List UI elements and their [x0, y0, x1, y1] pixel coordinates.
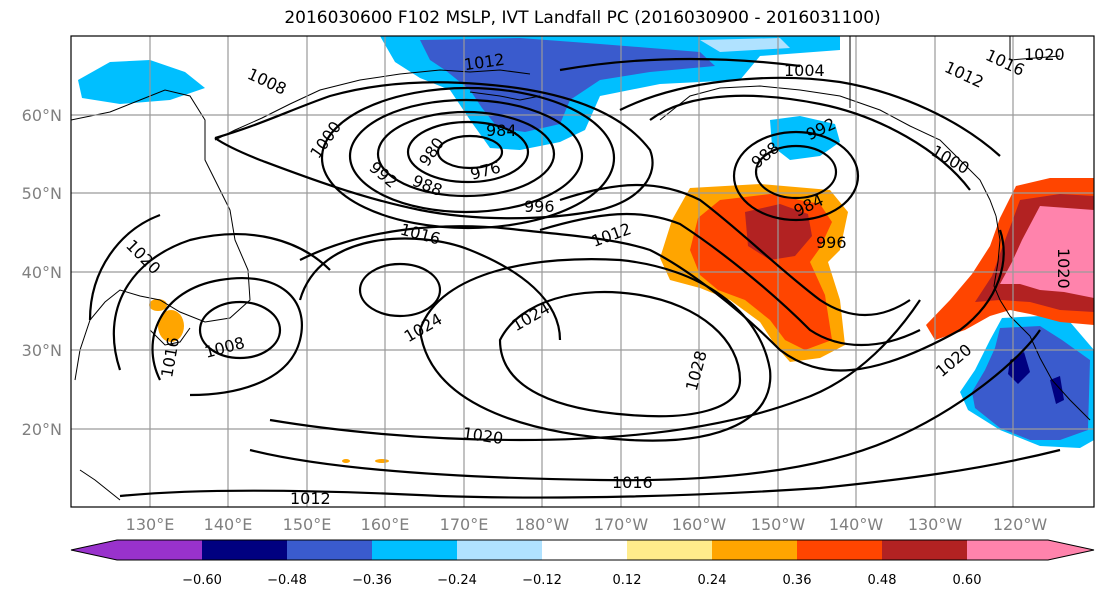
colorbar-tick-label: 0.12	[613, 573, 642, 588]
lat-tick-label: 20°N	[22, 420, 62, 439]
lon-tick-label: 140°E	[204, 515, 253, 534]
colorbar-seg-1	[202, 540, 287, 560]
lon-tick-label: 160°W	[672, 515, 727, 534]
graticule	[71, 36, 1094, 507]
map-area: 1020 1016 1012 1012 1004 1008 1000 984 9…	[71, 36, 1094, 508]
lon-tick-label: 170°E	[440, 515, 489, 534]
colorbar-tick-label: 0.24	[698, 573, 727, 588]
lon-tick-label: 150°E	[283, 515, 332, 534]
colorbar-tick-label: 0.48	[868, 573, 897, 588]
colorbar-seg-4	[457, 540, 542, 560]
lon-tick-label: 120°W	[993, 515, 1048, 534]
colorbar-seg-10	[967, 540, 1094, 560]
pos-anomaly-coast-max	[1000, 206, 1094, 298]
ivt-shading	[78, 36, 1094, 463]
colorbar-seg-3	[372, 540, 457, 560]
lon-tick-label: 150°W	[751, 515, 806, 534]
contour-label: 996	[816, 233, 847, 252]
pos-anomaly-japan2	[149, 299, 167, 311]
colorbar-seg-7	[712, 540, 797, 560]
lat-tick-label: 40°N	[22, 263, 62, 282]
contour-label: 1012	[290, 489, 331, 508]
lon-tick-label: 160°E	[361, 515, 410, 534]
pos-anomaly-japan	[158, 310, 184, 342]
contour-label: 996	[524, 197, 555, 216]
colorbar-tick-label: −0.24	[437, 573, 477, 588]
colorbar-seg-9	[882, 540, 967, 560]
contour-label: 1004	[784, 61, 825, 80]
colorbar: −0.60 −0.48 −0.36 −0.24 −0.12 0.12 0.24 …	[70, 539, 1095, 588]
lon-tick-label: 130°W	[908, 515, 963, 534]
latitude-labels: 60°N 50°N 40°N 30°N 20°N	[22, 106, 62, 439]
coastlines	[71, 36, 1091, 501]
contour-label: 984	[486, 121, 517, 140]
neg-anomaly-okhotsk	[78, 60, 205, 104]
map-title: 2016030600 F102 MSLP, IVT Landfall PC (2…	[284, 8, 881, 28]
lon-tick-label: 180°W	[515, 515, 570, 534]
lon-tick-label: 170°W	[594, 515, 649, 534]
colorbar-seg-0	[71, 540, 202, 560]
colorbar-seg-5	[542, 540, 627, 560]
neg-anomaly-bering-light	[700, 38, 790, 52]
pos-anomaly-dot2	[375, 459, 389, 463]
colorbar-seg-8	[797, 540, 882, 560]
contour-label: 1020	[1024, 45, 1065, 64]
neg-anomaly-mexico-min2	[1050, 376, 1064, 404]
mslp-contours	[88, 57, 1061, 499]
neg-anomaly-mexico-core	[972, 326, 1090, 440]
colorbar-frame	[70, 539, 1095, 561]
lat-tick-label: 30°N	[22, 341, 62, 360]
pos-anomaly-dot1	[342, 459, 350, 463]
lon-tick-label: 140°W	[829, 515, 884, 534]
map-frame	[70, 35, 1095, 508]
colorbar-tick-label: 0.60	[953, 573, 982, 588]
colorbar-tick-label: −0.36	[352, 573, 392, 588]
longitude-labels: 130°E 140°E 150°E 160°E 170°E 180°W 170°…	[126, 515, 1048, 534]
lat-tick-label: 60°N	[22, 106, 62, 125]
colorbar-seg-2	[287, 540, 372, 560]
contour-label: 1016	[612, 473, 653, 492]
colorbar-tick-label: −0.12	[522, 573, 562, 588]
lon-tick-label: 130°E	[126, 515, 175, 534]
lat-tick-label: 50°N	[22, 184, 62, 203]
colorbar-tick-label: −0.48	[267, 573, 307, 588]
contour-label: 1020	[1054, 248, 1073, 289]
colorbar-tick-label: −0.60	[182, 573, 222, 588]
neg-anomaly-goa	[770, 116, 840, 160]
colorbar-seg-6	[627, 540, 712, 560]
colorbar-tick-label: 0.36	[783, 573, 812, 588]
